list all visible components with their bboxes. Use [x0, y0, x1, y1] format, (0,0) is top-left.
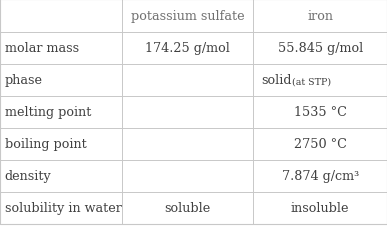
Bar: [253, 0, 387, 33]
Bar: [253, 96, 387, 128]
Text: molar mass: molar mass: [5, 42, 79, 55]
Bar: [0, 65, 122, 96]
Bar: [253, 65, 387, 96]
Bar: [253, 128, 387, 160]
Text: soluble: soluble: [164, 202, 211, 215]
Bar: [253, 33, 387, 65]
Text: solid: solid: [262, 74, 292, 87]
Bar: [0, 160, 122, 192]
Bar: [122, 160, 253, 192]
Bar: [253, 160, 387, 192]
Bar: [122, 65, 253, 96]
Text: 7.874 g/cm³: 7.874 g/cm³: [282, 170, 359, 183]
Bar: [122, 33, 253, 65]
Text: melting point: melting point: [5, 106, 91, 119]
Bar: [0, 96, 122, 128]
Text: boiling point: boiling point: [5, 138, 86, 151]
Text: insoluble: insoluble: [291, 202, 349, 215]
Text: (at STP): (at STP): [289, 78, 332, 87]
Text: 1535 °C: 1535 °C: [294, 106, 347, 119]
Text: phase: phase: [5, 74, 43, 87]
Text: 2750 °C: 2750 °C: [294, 138, 347, 151]
Text: solubility in water: solubility in water: [5, 202, 122, 215]
Bar: [253, 192, 387, 224]
Text: potassium sulfate: potassium sulfate: [131, 10, 245, 23]
Bar: [122, 0, 253, 33]
Bar: [122, 192, 253, 224]
Text: iron: iron: [307, 10, 333, 23]
Bar: [122, 128, 253, 160]
Bar: [0, 128, 122, 160]
Text: density: density: [5, 170, 51, 183]
Text: 55.845 g/mol: 55.845 g/mol: [277, 42, 363, 55]
Text: 174.25 g/mol: 174.25 g/mol: [145, 42, 230, 55]
Bar: [0, 33, 122, 65]
Bar: [0, 0, 122, 33]
Bar: [122, 96, 253, 128]
Bar: [0, 192, 122, 224]
